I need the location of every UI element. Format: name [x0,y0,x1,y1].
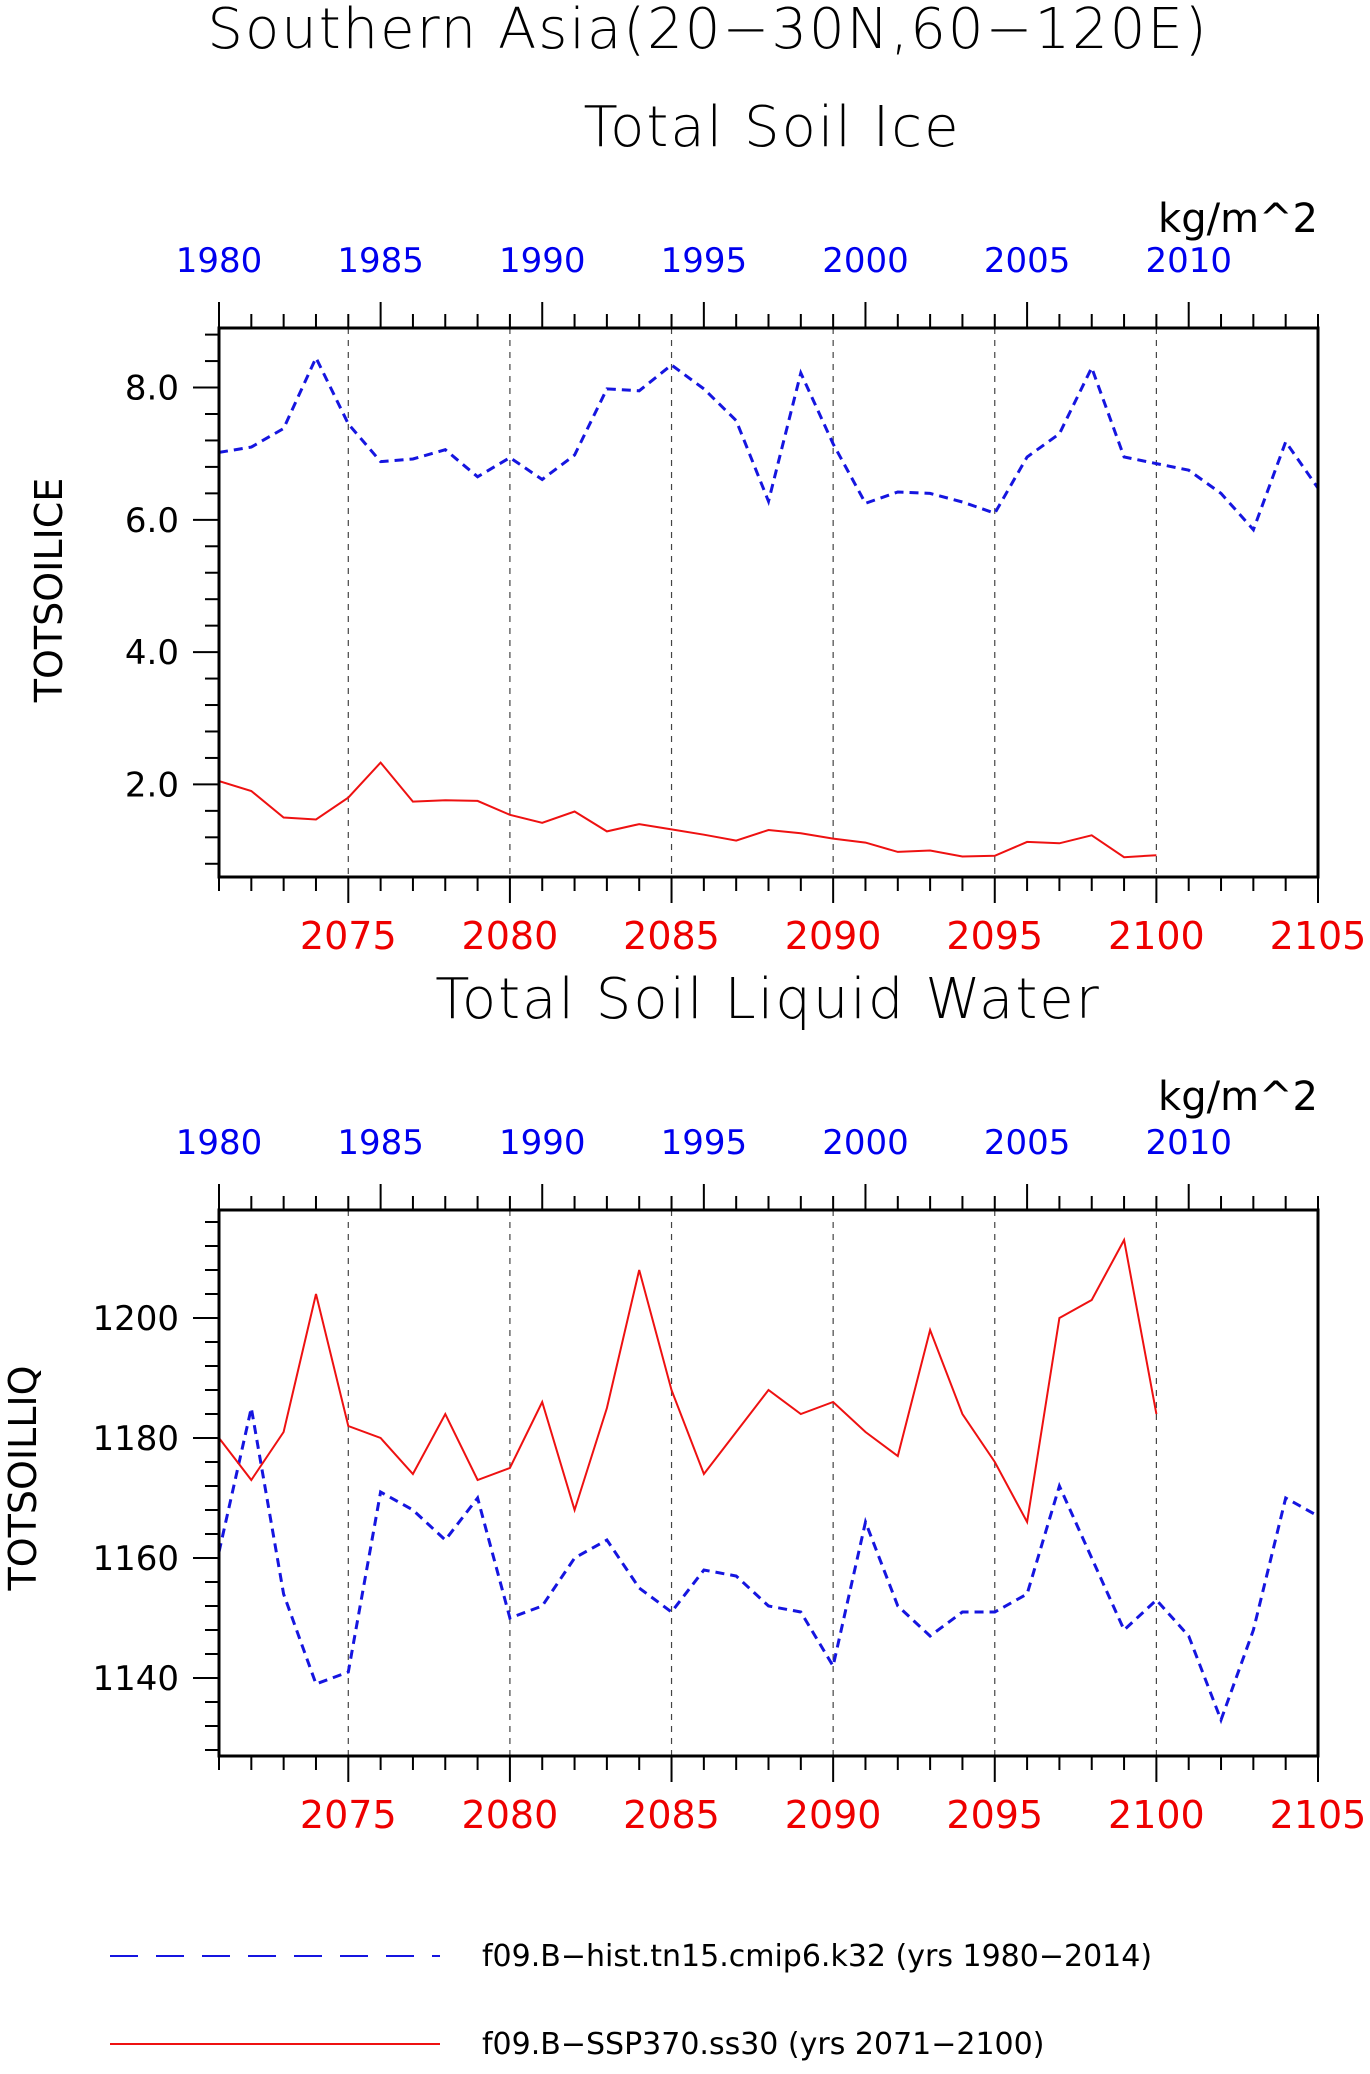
panel-total-soil-ice: Total Soil Ice kg/m^2 TOTSOILICE 2075 208… [27,95,1366,958]
plot-frame [217,1208,1320,1758]
legend-label-hist: f09.B−hist.tn15.cmip6.k32 (yrs 1980−2014… [482,1939,1152,1974]
x-tick-label-bottom: 2075 [300,1793,397,1837]
series-line-hist [219,1407,1318,1725]
y-tick-label: 4.0 [125,633,179,673]
x-tick-label-bottom: 2085 [623,914,720,958]
x-tick-label-top: 1980 [176,1123,263,1163]
x-tick-label-bottom: 2090 [785,914,882,958]
plot-area: 2075 2080 2085 2090 2095 2100 2105 1980 1985 1990… [92,1123,1366,1837]
x-tick-label-bottom: 2105 [1270,914,1367,958]
panel-total-soil-liquid-water: Total Soil Liquid Water kg/m^2 TOTSOILLI… [1,967,1366,1837]
y-tick-label: 2.0 [125,765,179,805]
x-tick-label-top: 2005 [984,241,1071,281]
y-tick-label: 1160 [92,1539,179,1579]
y-tick-label: 1200 [92,1299,179,1339]
x-tick-label-top: 2005 [984,1123,1071,1163]
legend: f09.B−hist.tn15.cmip6.k32 (yrs 1980−2014… [110,1939,1152,2062]
panel-title: Total Soil Ice [583,95,960,160]
x-tick-label-top: 1990 [499,1123,586,1163]
x-tick-label-top: 2010 [1145,1123,1232,1163]
x-tick-label-bottom: 2100 [1108,1793,1205,1837]
x-tick-label-top: 1985 [337,1123,424,1163]
x-tick-label-bottom: 2075 [300,914,397,958]
x-tick-label-top: 1985 [337,241,424,281]
legend-label-ssp: f09.B−SSP370.ss30 (yrs 2071−2100) [482,2027,1044,2062]
units-label: kg/m^2 [1158,1074,1318,1120]
x-tick-label-bottom: 2080 [462,914,559,958]
y-tick-label: 1180 [92,1419,179,1459]
x-tick-label-bottom: 2090 [785,1793,882,1837]
x-tick-label-top: 1995 [661,1123,748,1163]
x-tick-label-top: 1980 [176,241,263,281]
x-tick-label-bottom: 2080 [462,1793,559,1837]
y-tick-label: 6.0 [125,501,179,541]
figure-title: Southern Asia(20−30N,60−120E) [207,0,1208,62]
x-tick-label-bottom: 2105 [1270,1793,1367,1837]
x-tick-label-bottom: 2095 [946,914,1043,958]
panel-title: Total Soil Liquid Water [435,967,1101,1032]
x-tick-label-top: 1995 [661,241,748,281]
x-tick-label-bottom: 2095 [946,1793,1043,1837]
x-tick-label-bottom: 2085 [623,1793,720,1837]
y-axis-label: TOTSOILICE [27,478,71,704]
x-tick-label-top: 2000 [822,1123,909,1163]
series-line-ssp [219,761,1157,859]
plot-area: 2075 2080 2085 2090 2095 2100 2105 1980 1985 1990… [125,241,1366,958]
x-tick-label-top: 1990 [499,241,586,281]
series-line-ssp [219,1237,1158,1526]
y-tick-label: 8.0 [125,369,179,409]
x-tick-label-top: 2010 [1145,241,1232,281]
units-label: kg/m^2 [1158,196,1318,242]
x-tick-label-bottom: 2100 [1108,914,1205,958]
y-axis-label: TOTSOILLIQ [1,1365,45,1591]
y-tick-label: 1140 [92,1659,179,1699]
plot-frame [217,326,1320,879]
series-line-hist [219,354,1318,533]
x-tick-label-top: 2000 [822,241,909,281]
